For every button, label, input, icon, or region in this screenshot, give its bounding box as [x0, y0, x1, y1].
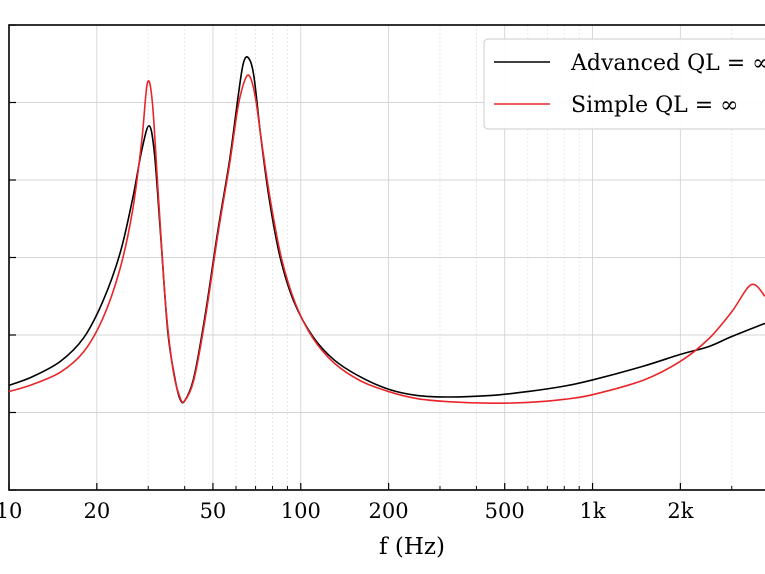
legend-box — [483, 38, 765, 130]
legend-entry: Simple QL = ∞ — [571, 93, 739, 118]
x-tick-label: 1k — [579, 499, 605, 523]
x-tick-label: 200 — [369, 499, 409, 523]
x-tick-label: 2k — [667, 499, 693, 523]
x-tick-label: 10 — [0, 499, 22, 523]
x-axis-label: f (Hz) — [379, 534, 445, 560]
series-line-simple — [8, 74, 765, 405]
x-tick-label: 500 — [485, 499, 525, 523]
x-tick-label: 20 — [83, 499, 110, 523]
x-tick-label: 100 — [281, 499, 321, 523]
legend-entry: Advanced QL = ∞ — [570, 51, 765, 76]
legend: Advanced QL = ∞ Simple QL = ∞ — [483, 38, 765, 130]
x-tick-label: 50 — [200, 499, 227, 523]
axis-ticks: 10 20 50 100 200 500 1k 2k — [0, 24, 733, 523]
series-line-advanced — [8, 56, 765, 404]
series-lines — [8, 56, 765, 405]
